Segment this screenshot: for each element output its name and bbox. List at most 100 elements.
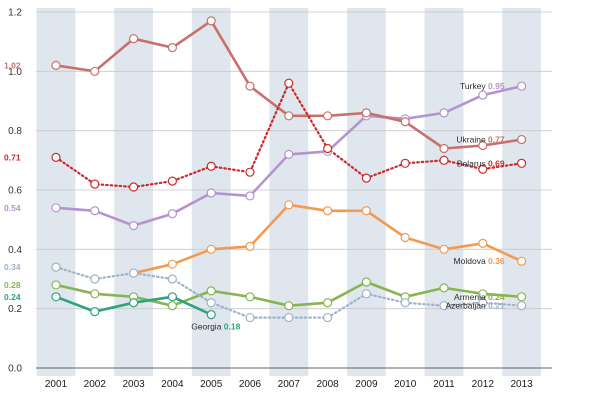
x-tick-label: 2007 — [278, 379, 301, 390]
data-point-turkey-2011 — [439, 108, 449, 118]
data-point-azerbaijan-2013 — [516, 301, 527, 311]
data-point-moldova-2008 — [323, 206, 333, 216]
series-end-value-moldova: 0.36 — [488, 256, 505, 266]
data-point-belarus-2002 — [90, 179, 100, 189]
x-tick-labels: 2001 2002 2003 2004 2005 2006 2007 2008 2009 2010… — [45, 379, 533, 390]
start-label-turkey: 0.54 — [4, 203, 21, 213]
start-label-ukraine: 1.02 — [4, 60, 21, 70]
series-name-georgia: Georgia — [191, 322, 224, 332]
data-point-belarus-2008 — [323, 143, 333, 154]
data-point-ukraine-2013 — [516, 134, 527, 145]
y-gridlines: 0.0 0.2 0.4 0.6 0.8 1.0 1.2 — [8, 8, 552, 375]
data-point-azerbaijan-2002 — [90, 274, 100, 284]
series-name-ukraine: Ukraine — [456, 135, 488, 145]
y-tick-label: 0.4 — [8, 245, 22, 256]
data-point-moldova-2011 — [439, 244, 449, 254]
y-tick-label: 1.2 — [8, 8, 22, 19]
y-tick-label: 0.2 — [8, 304, 22, 315]
x-tick-label: 2003 — [122, 379, 145, 390]
year-band-2009 — [347, 8, 386, 376]
data-point-belarus-2003 — [129, 182, 139, 192]
x-tick-label: 2005 — [200, 379, 223, 390]
y-tick-label: 0.0 — [8, 364, 22, 375]
data-point-turkey-2002 — [90, 206, 100, 216]
data-point-moldova-2012 — [478, 238, 488, 248]
data-point-armenia-2005 — [206, 286, 216, 296]
year-bands — [36, 8, 541, 376]
y-tick-label: 0.6 — [8, 186, 22, 197]
data-point-moldova-2013 — [516, 256, 527, 266]
data-point-turkey-2007 — [284, 149, 294, 159]
series-markers — [51, 16, 527, 323]
data-point-georgia-2001 — [51, 292, 61, 302]
data-point-georgia-2002 — [90, 307, 100, 317]
data-point-armenia-2011 — [439, 283, 449, 293]
data-point-ukraine-2004 — [167, 42, 177, 53]
data-point-azerbaijan-2001 — [51, 262, 61, 272]
series-name-azerbaijan: Azerbaijan — [446, 301, 489, 311]
year-band-2003 — [114, 8, 153, 376]
data-point-ukraine-2008 — [323, 111, 333, 121]
data-point-turkey-2003 — [129, 221, 139, 231]
y-tick-label: 1.0 — [8, 67, 22, 78]
data-point-georgia-2003 — [129, 298, 139, 308]
x-tick-label: 2011 — [433, 379, 455, 390]
end-label-ukraine: Ukraine 0.77 — [456, 135, 504, 145]
data-point-armenia-2002 — [90, 289, 100, 299]
start-label-belarus: 0.71 — [4, 152, 21, 162]
data-point-georgia-2004 — [167, 292, 177, 302]
end-label-turkey: Turkey 0.95 — [460, 81, 505, 91]
series-end-value-turkey: 0.95 — [488, 81, 505, 91]
end-label-belarus: Belarus 0.69 — [457, 158, 505, 168]
end-label-azerbaijan: Azerbaijan 0.21 — [446, 301, 505, 311]
year-band-2011 — [424, 8, 464, 376]
year-band-2013 — [502, 8, 541, 376]
data-point-belarus-2001 — [51, 152, 61, 162]
x-tick-label: 2009 — [355, 379, 378, 390]
data-point-azerbaijan-2004 — [167, 274, 177, 284]
series-end-value-azerbaijan: 0.21 — [488, 301, 505, 311]
data-point-armenia-2001 — [51, 280, 61, 290]
data-point-turkey-2013 — [516, 81, 527, 91]
data-point-ukraine-2011 — [439, 143, 449, 154]
data-point-ukraine-2002 — [90, 66, 100, 76]
data-point-ukraine-2007 — [284, 111, 294, 121]
series-name-moldova: Moldova — [454, 256, 489, 266]
data-point-armenia-2012 — [478, 289, 488, 299]
data-point-turkey-2004 — [167, 209, 177, 219]
data-point-belarus-2007 — [284, 78, 294, 88]
x-tick-label: 2010 — [394, 379, 417, 390]
data-point-azerbaijan-2010 — [400, 298, 410, 308]
data-point-moldova-2010 — [400, 232, 410, 243]
data-point-belarus-2011 — [439, 155, 449, 165]
series-end-value-georgia: 0.18 — [224, 322, 241, 332]
series-labels: 0.54 Turkey 0.95 1.02 Ukraine 0.77 0.71 Belar… — [4, 60, 505, 331]
data-point-georgia-2005 — [206, 310, 216, 320]
end-label-armenia: Armenia 0.24 — [454, 292, 505, 302]
x-tick-label: 2008 — [316, 379, 339, 390]
data-point-armenia-2004 — [167, 301, 177, 311]
x-tick-label: 2001 — [45, 379, 68, 390]
series-name-belarus: Belarus — [457, 158, 488, 168]
data-point-ukraine-2010 — [400, 117, 410, 127]
data-point-armenia-2008 — [323, 298, 333, 308]
data-point-ukraine-2006 — [245, 81, 255, 91]
series-name-turkey: Turkey — [460, 81, 488, 91]
data-point-ukraine-2005 — [206, 16, 216, 26]
start-label-armenia: 0.28 — [4, 280, 21, 290]
data-point-belarus-2005 — [206, 161, 216, 171]
data-point-belarus-2004 — [167, 176, 177, 186]
data-point-moldova-2007 — [284, 200, 294, 210]
data-point-azerbaijan-2007 — [284, 312, 294, 323]
data-point-turkey-2001 — [51, 203, 61, 213]
end-label-moldova: Moldova 0.36 — [454, 256, 505, 266]
x-tick-label: 2013 — [510, 379, 533, 390]
data-point-moldova-2005 — [206, 244, 216, 254]
data-point-turkey-2012 — [478, 90, 488, 100]
data-point-armenia-2006 — [245, 292, 255, 302]
series-end-value-armenia: 0.24 — [488, 292, 505, 302]
y-tick-label: 0.8 — [8, 126, 22, 137]
series-end-value-belarus: 0.69 — [488, 158, 505, 168]
